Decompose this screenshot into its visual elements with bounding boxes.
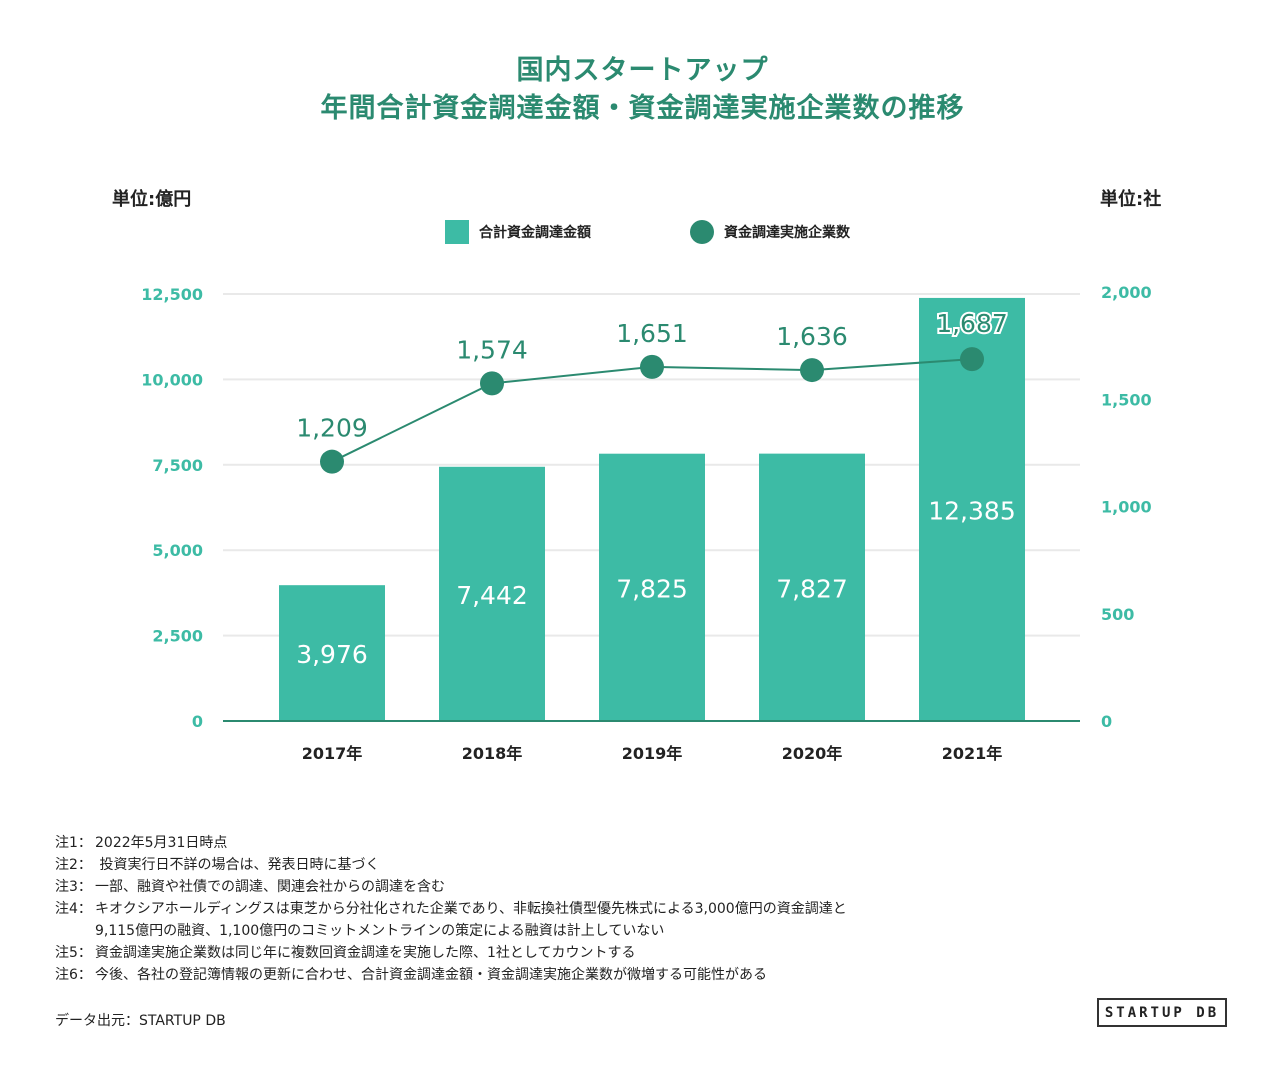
x-axis-tick-label: 2019年	[622, 744, 683, 763]
line-value-label: 1,574	[456, 335, 528, 364]
bar	[279, 585, 385, 721]
left-axis-tick-label: 5,000	[152, 541, 203, 560]
line-point	[800, 358, 824, 383]
note-label: 注6：	[55, 967, 92, 983]
note-text: 一部、融資や社債での調達、関連会社からの調達を含む	[95, 879, 445, 895]
right-axis-tick-label: 0	[1101, 712, 1112, 731]
line-value-label: 1,651	[616, 319, 688, 348]
legend-item-line: 資金調達実施企業数	[690, 220, 850, 244]
line-point	[480, 371, 504, 396]
line-value-label: 1,636	[776, 322, 848, 351]
left-axis-tick-label: 0	[192, 712, 203, 731]
note-text: 今後、各社の登記簿情報の更新に合わせ、合計資金調達金額・資金調達実施企業数が微増…	[95, 967, 767, 983]
note-label: 注2：	[55, 857, 92, 873]
x-axis-tick-label: 2020年	[782, 744, 843, 763]
line-value-label: 1,687	[936, 309, 1008, 338]
x-axis-tick-label: 2018年	[462, 744, 523, 763]
startup-db-logo: STARTUP DB	[1097, 998, 1227, 1027]
data-source: データ出元：STARTUP DB	[55, 1013, 226, 1029]
legend-line-marker	[690, 220, 714, 244]
note-label: 注4：	[55, 901, 92, 917]
note-label: 注5：	[55, 945, 92, 961]
bar-value-label: 7,442	[456, 581, 528, 610]
line-value-label: 1,209	[296, 414, 368, 443]
line-point	[640, 354, 664, 379]
line-point	[320, 449, 344, 474]
note-text: 投資実行日不詳の場合は、発表日時に基づく	[95, 857, 380, 873]
title-line-1: 国内スタートアップ	[516, 55, 769, 86]
chart-title: 国内スタートアップ 年間合計資金調達金額・資金調達実施企業数の推移	[0, 52, 1285, 128]
line-point	[960, 347, 984, 372]
bar-value-label: 3,976	[296, 640, 368, 669]
note-3: 注3： 一部、融資や社債での調達、関連会社からの調達を含む	[55, 876, 847, 898]
right-axis-tick-label: 2,000	[1101, 283, 1152, 302]
note-text: キオクシアホールディングスは東芝から分社化された企業であり、非転換社債型優先株式…	[95, 901, 847, 917]
bar	[439, 466, 545, 721]
right-axis-unit: 単位:社	[1100, 189, 1162, 210]
note-text: 資金調達実施企業数は同じ年に複数回資金調達を実施した際、1社としてカウントする	[95, 945, 636, 961]
note-4-continuation: 9,115億円の融資、1,100億円のコミットメントラインの策定による融資は計上…	[95, 923, 665, 939]
left-axis-unit: 単位:億円	[112, 189, 192, 210]
bar-value-label: 7,827	[776, 574, 848, 603]
bar	[599, 453, 705, 721]
note-label: 注1：	[55, 835, 92, 851]
bar-value-label: 12,385	[928, 496, 1015, 525]
title-line-2: 年間合計資金調達金額・資金調達実施企業数の推移	[320, 93, 965, 124]
bar-value-label: 7,825	[616, 574, 688, 603]
note-6: 注6： 今後、各社の登記簿情報の更新に合わせ、合計資金調達金額・資金調達実施企業数…	[55, 964, 847, 986]
x-axis-tick-label: 2021年	[942, 744, 1003, 763]
left-axis-tick-label: 7,500	[152, 456, 203, 475]
legend-bar-swatch	[445, 220, 469, 244]
right-axis-tick-label: 1,500	[1101, 390, 1152, 409]
left-axis-tick-label: 2,500	[152, 627, 203, 646]
note-2: 注2： 投資実行日不詳の場合は、発表日時に基づく	[55, 854, 847, 876]
note-1: 注1： 2022年5月31日時点	[55, 832, 847, 854]
note-label: 注3：	[55, 879, 92, 895]
notes: 注1： 2022年5月31日時点 注2： 投資実行日不詳の場合は、発表日時に基づく…	[55, 832, 847, 986]
legend-bar-label: 合計資金調達金額	[479, 225, 591, 241]
right-axis-tick-label: 500	[1101, 605, 1134, 624]
left-axis-tick-label: 10,000	[141, 370, 203, 389]
x-axis-tick-label: 2017年	[302, 744, 363, 763]
note-4: 注4： キオクシアホールディングスは東芝から分社化された企業であり、非転換社債型優…	[55, 898, 847, 920]
bar	[759, 453, 865, 721]
legend-line-label: 資金調達実施企業数	[724, 225, 850, 241]
right-axis-tick-label: 1,000	[1101, 498, 1152, 517]
combo-chart: 0 2,500 5,000 7,500 10,000 12,500 0 500 1,000 1,5…	[141, 283, 1152, 763]
left-axis-tick-label: 12,500	[141, 285, 203, 304]
note-text: 2022年5月31日時点	[95, 835, 228, 851]
note-5: 注5： 資金調達実施企業数は同じ年に複数回資金調達を実施した際、1社としてカウント…	[55, 942, 847, 964]
legend-item-bar: 合計資金調達金額	[445, 220, 591, 244]
